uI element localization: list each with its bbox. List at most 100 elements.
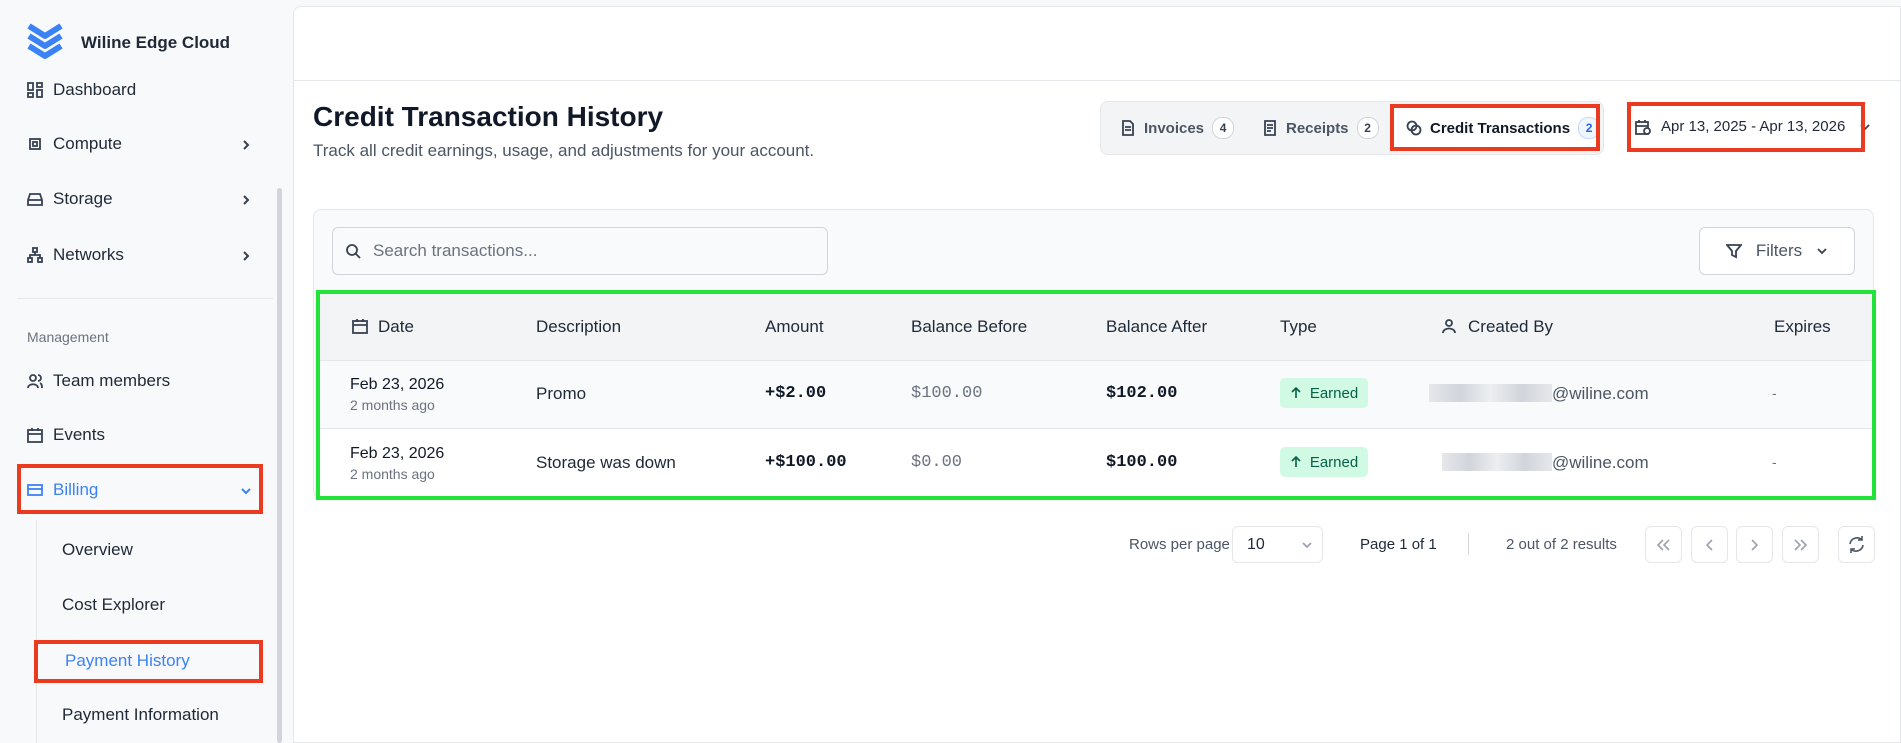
cell-date: Feb 23, 2026	[350, 445, 445, 462]
column-header: Amount	[765, 317, 824, 336]
cell-balance-after: $100.00	[1106, 453, 1178, 472]
column-header: Balance Before	[911, 317, 1028, 336]
next-page-button[interactable]	[1736, 526, 1773, 563]
column-header: Type	[1280, 317, 1317, 336]
refresh-button[interactable]	[1838, 526, 1875, 563]
tab[interactable]: Receipts 2	[1262, 117, 1379, 139]
tree-line	[36, 520, 37, 743]
sub-nav-item[interactable]: Payment Information	[62, 705, 219, 724]
cell-balance-after: $102.00	[1106, 384, 1178, 403]
nav-label: Team members	[53, 371, 171, 390]
nav-label: Dashboard	[53, 80, 137, 99]
cell-balance-before: $100.00	[911, 384, 983, 403]
calendar-icon	[352, 319, 368, 334]
nav-label: Billing	[53, 480, 99, 499]
highlight-box	[316, 290, 1876, 500]
user-icon	[1442, 319, 1456, 334]
search-placeholder: Search transactions...	[373, 241, 538, 260]
cell-created-by: @wiline.com	[1552, 384, 1649, 403]
row-divider	[316, 360, 1873, 361]
page-title: Credit Transaction History	[313, 101, 664, 132]
cell-expires: -	[1772, 454, 1777, 470]
logo	[27, 23, 63, 59]
tab-label: Receipts	[1286, 119, 1349, 137]
chevron	[243, 195, 250, 205]
last-page-button[interactable]	[1782, 526, 1819, 563]
column-header: Date	[378, 317, 414, 336]
search-input[interactable]: Search transactions...	[332, 227, 828, 275]
filters-label: Filters	[1755, 241, 1803, 260]
nav-item[interactable]: Team members	[27, 371, 170, 391]
nav-label: Networks	[53, 245, 124, 264]
date-range-picker[interactable]: Apr 13, 2025 - Apr 13, 2026	[1635, 118, 1871, 135]
nav-label: Compute	[53, 134, 122, 153]
page-indicator: Page 1 of 1	[1360, 536, 1437, 553]
nav-item[interactable]: Storage	[27, 189, 113, 209]
highlight-box	[34, 640, 263, 683]
column-header: Balance After	[1106, 317, 1208, 336]
nav-label: Events	[53, 425, 105, 444]
chevron	[243, 251, 250, 261]
nav-item[interactable]: Dashboard	[27, 80, 136, 100]
tab-label: Invoices	[1144, 119, 1205, 137]
type-badge: Earned	[1280, 447, 1368, 477]
cell-amount: +$2.00	[765, 384, 827, 403]
sub-nav-item[interactable]: Cost Explorer	[62, 595, 165, 614]
active-tab-bg	[1392, 107, 1598, 148]
chevron	[243, 140, 250, 150]
sub-nav-item[interactable]: Payment History	[65, 651, 190, 670]
cell-amount: +$100.00	[765, 453, 847, 472]
tab-count: 2	[1356, 117, 1379, 139]
nav-item[interactable]: Compute	[27, 134, 122, 154]
column-header: Created By	[1468, 317, 1554, 336]
header-divider	[294, 80, 1901, 81]
highlight-box	[1390, 104, 1600, 151]
redacted-email	[1429, 384, 1552, 402]
tab-count: 2	[1578, 117, 1601, 139]
tab-count: 4	[1212, 117, 1235, 139]
date-range: Apr 13, 2025 - Apr 13, 2026	[1661, 118, 1846, 135]
sidebar	[0, 0, 293, 743]
prev-page-button[interactable]	[1691, 526, 1728, 563]
section-label: Management	[27, 329, 109, 345]
tab[interactable]: Credit Transactions 2	[1406, 117, 1601, 139]
cell-description: Promo	[536, 384, 587, 403]
tab-label: Credit Transactions	[1430, 119, 1571, 137]
cell-date: Feb 23, 2026	[350, 376, 445, 393]
nav-item[interactable]: Billing	[27, 480, 98, 500]
cell-date-relative: 2 months ago	[350, 466, 435, 482]
page-subtitle: Track all credit earnings, usage, and ad…	[313, 141, 815, 160]
divider	[17, 298, 273, 299]
rows-value: 10	[1247, 535, 1265, 553]
rows-select[interactable]: 10	[1232, 526, 1323, 563]
chevron	[241, 488, 251, 495]
sub-nav-item[interactable]: Overview	[62, 540, 133, 559]
type-label: Earned	[1309, 453, 1359, 471]
cell-date-relative: 2 months ago	[350, 397, 435, 413]
nav-label: Storage	[53, 189, 113, 208]
scrollbar	[277, 188, 282, 743]
results-count: 2 out of 2 results	[1506, 536, 1617, 553]
redacted-email	[1442, 453, 1552, 471]
highlight-box	[17, 464, 263, 514]
cell-description: Storage was down	[536, 453, 676, 472]
row-divider	[316, 428, 1873, 429]
type-badge: Earned	[1280, 378, 1368, 408]
cell-created-by: @wiline.com	[1552, 453, 1649, 472]
table-header	[316, 293, 1873, 360]
separator	[1468, 533, 1469, 555]
first-page-button[interactable]	[1645, 526, 1682, 563]
column-header: Expires	[1774, 317, 1831, 336]
filters-button[interactable]: Filters	[1699, 227, 1855, 275]
column-header: Description	[536, 317, 622, 336]
cell-balance-before: $0.00	[911, 453, 963, 472]
row-bg	[316, 429, 1873, 497]
brand: Wiline Edge Cloud	[81, 33, 231, 52]
nav-item[interactable]: Networks	[27, 245, 124, 265]
type-label: Earned	[1309, 384, 1359, 402]
highlight-box	[1627, 102, 1865, 152]
tab[interactable]: Invoices 4	[1120, 117, 1235, 139]
rows-label: Rows per page	[1129, 536, 1230, 553]
nav-item[interactable]: Events	[27, 425, 105, 445]
